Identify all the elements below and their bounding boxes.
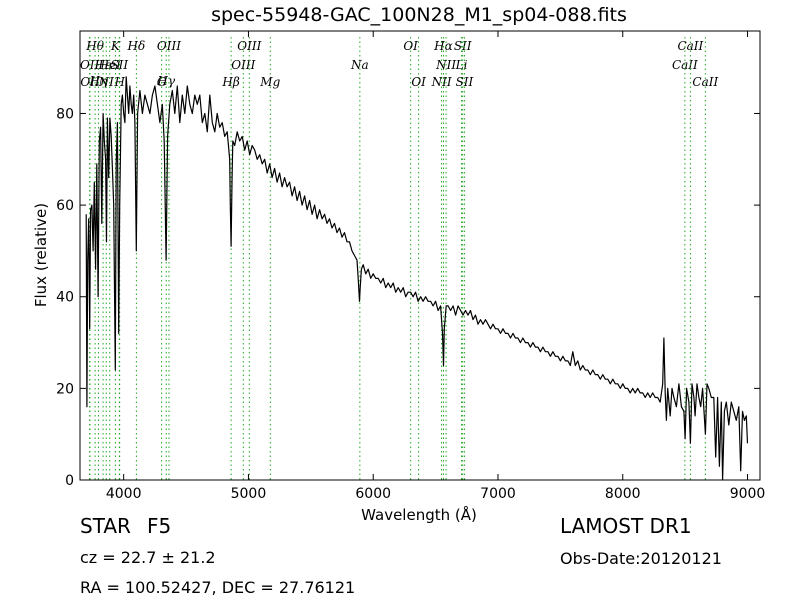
x-tick-label: 9000 [730,486,766,502]
spectrum-series [85,76,749,481]
plot-frame [79,30,761,481]
y-tick-label: 80 [56,106,74,122]
line-label-mg: Mg [259,75,280,89]
object-subclass: F5 [147,514,172,538]
line-label-nii: NII [435,58,456,72]
chart-title: spec-55948-GAC_100N28_M1_sp04-088.fits [211,4,627,26]
line-label-hα: Hα [433,39,453,53]
line-label-nii: NII [431,75,452,89]
x-tick-label: 5000 [231,486,267,502]
line-label-sii: SII [454,39,472,53]
observation-date: Obs-Date:20120121 [560,549,722,568]
x-tick-label: 8000 [605,486,641,502]
y-tick-label: 60 [56,198,74,214]
y-tick-label: 0 [65,473,74,489]
line-label-oiii: OIII [237,39,261,53]
line-label-hε: Hε [94,58,112,72]
line-label-oiii: OIII [231,58,255,72]
redshift-value: cz = 22.7 ± 21.2 [80,548,216,567]
x-tick-label: 7000 [480,486,516,502]
object-class: STAR [80,514,131,538]
line-label-caii: CaII [677,39,703,53]
line-label-hθ: Hθ [85,39,104,53]
line-label-ni: NI [98,75,115,89]
axes: 4000 5000 6000 7000 8000 9000 0 20 40 60 80 [56,30,766,502]
x-tick-label: 6000 [355,486,391,502]
survey-name: LAMOST DR1 [560,514,692,538]
line-label-na: Na [350,58,369,72]
line-label-hδ: Hδ [127,39,146,53]
line-label-hγ: Hγ [156,74,175,88]
x-tick-label: 4000 [106,486,142,502]
line-label-li: Li [455,58,468,72]
coordinates: RA = 100.52427, DEC = 27.76121 [80,578,356,597]
y-axis-label: Flux (relative) [32,202,50,308]
spectral-line-markers: OIIOIIHθHηHεNIHeIKSIIHHδGHγOIIIHβOIIIOII… [80,37,719,480]
line-label-k: K [110,39,121,53]
spectrum-line [85,76,749,481]
x-axis-label: Wavelength (Å) [361,506,477,524]
line-label-sii: SII [456,75,474,89]
line-label-caii: CaII [692,75,718,89]
line-label-caii: CaII [672,58,698,72]
line-label-oiii: OIII [157,39,181,53]
line-label-g: G [157,75,167,89]
y-tick-label: 20 [56,381,74,397]
line-label-oi: OI [411,75,426,89]
line-label-oi: OI [403,39,418,53]
y-tick-label: 40 [56,290,74,306]
line-label-h: H [113,75,125,89]
line-label-hβ: Hβ [221,75,239,89]
